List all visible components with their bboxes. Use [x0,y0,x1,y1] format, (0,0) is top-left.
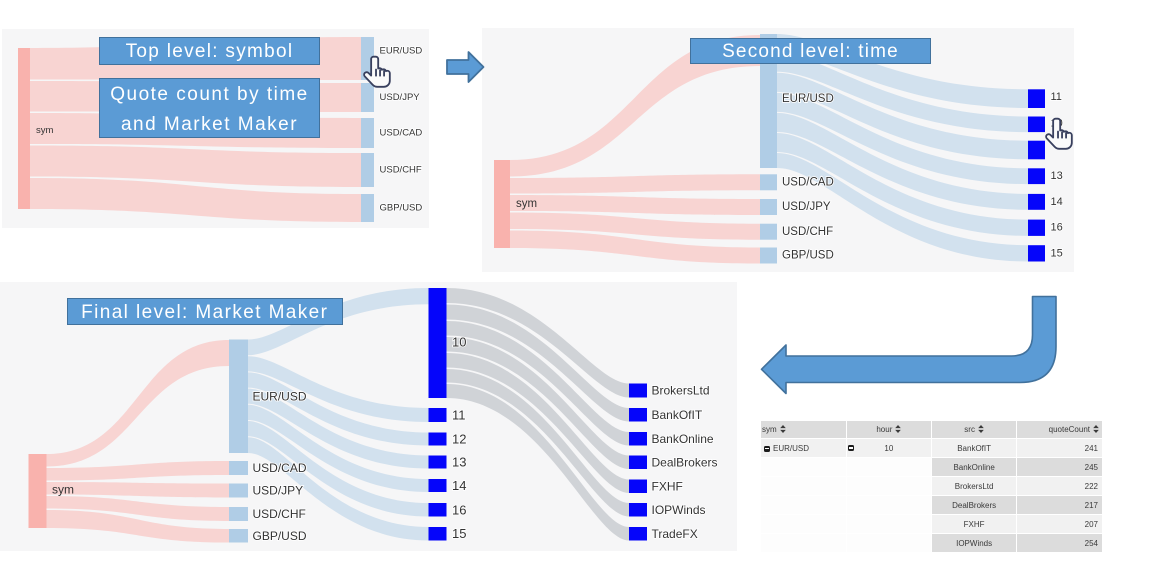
svg-text:10: 10 [452,335,466,350]
svg-text:15: 15 [1051,247,1063,259]
svg-text:USD/CHF: USD/CHF [782,226,833,238]
svg-text:USD/CAD: USD/CAD [380,128,423,139]
svg-text:BankOnline: BankOnline [652,432,714,446]
svg-text:sym: sym [516,198,537,210]
svg-text:14: 14 [1051,196,1063,208]
svg-text:GBP/USD: GBP/USD [253,529,307,543]
svg-text:13: 13 [1051,170,1063,182]
svg-text:USD/CHF: USD/CHF [380,165,422,176]
svg-text:GBP/USD: GBP/USD [380,203,423,214]
svg-text:USD/JPY: USD/JPY [782,201,831,213]
svg-text:EUR/USD: EUR/USD [380,46,423,57]
svg-text:USD/CAD: USD/CAD [253,461,307,475]
svg-text:DealBrokers: DealBrokers [652,455,718,469]
svg-text:USD/JPY: USD/JPY [380,92,421,103]
svg-text:USD/CAD: USD/CAD [782,176,834,188]
svg-text:USD/JPY: USD/JPY [253,484,304,498]
svg-text:BankOfIT: BankOfIT [652,408,703,422]
svg-text:16: 16 [1051,222,1063,234]
svg-text:14: 14 [452,478,466,493]
svg-text:EUR/USD: EUR/USD [782,93,834,105]
svg-text:11: 11 [452,408,466,423]
svg-text:sym: sym [52,483,74,497]
svg-text:USD/CHF: USD/CHF [253,507,306,521]
svg-text:BrokersLtd: BrokersLtd [652,384,710,398]
svg-text:sym: sym [36,125,54,136]
svg-text:16: 16 [452,503,466,518]
svg-text:TradeFX: TradeFX [652,527,698,541]
svg-text:FXHF: FXHF [652,479,683,493]
svg-text:12: 12 [452,432,466,447]
svg-text:11: 11 [1051,91,1062,103]
svg-text:EUR/USD: EUR/USD [253,390,307,404]
svg-text:13: 13 [452,455,466,470]
svg-text:IOPWinds: IOPWinds [652,503,706,517]
svg-text:GBP/USD: GBP/USD [782,250,834,262]
svg-text:15: 15 [452,526,466,541]
